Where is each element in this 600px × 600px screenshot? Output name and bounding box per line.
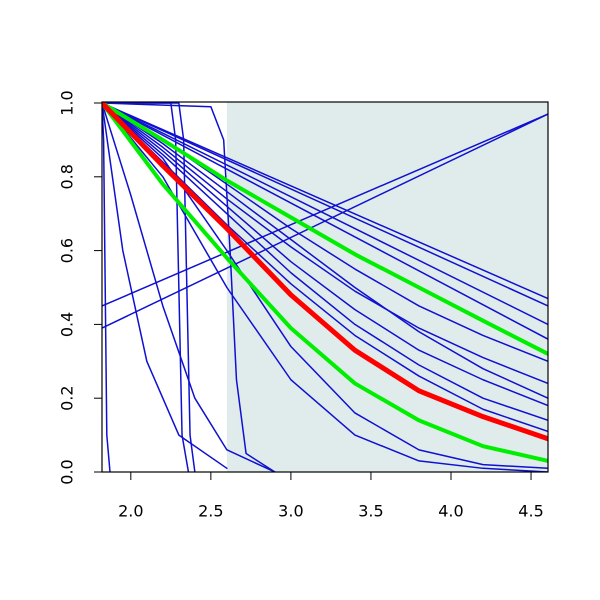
x-tick-label: 2.5 xyxy=(198,502,223,521)
y-tick-label: 1.0 xyxy=(58,90,77,115)
y-tick-label: 0.4 xyxy=(58,312,77,337)
curve xyxy=(102,102,111,472)
x-tick-label: 4.5 xyxy=(518,502,543,521)
plot-frame xyxy=(101,101,549,473)
curve xyxy=(102,102,548,307)
y-tick-label: 0.8 xyxy=(58,164,77,189)
curve xyxy=(102,113,548,307)
x-tick-label: 2.0 xyxy=(118,502,143,521)
y-tick-label: 0.6 xyxy=(58,238,77,263)
curve xyxy=(102,102,548,399)
curve xyxy=(102,102,548,463)
y-tick-label: 0.0 xyxy=(58,459,77,484)
x-tick-label: 3.0 xyxy=(278,502,303,521)
x-tick-label: 4.0 xyxy=(438,502,463,521)
curve xyxy=(102,102,228,470)
plot-area xyxy=(102,102,548,472)
curve xyxy=(102,102,548,442)
curve xyxy=(102,102,276,472)
curve xyxy=(102,113,548,329)
curve xyxy=(102,102,548,422)
curve xyxy=(102,102,196,472)
y-tick-label: 0.2 xyxy=(58,385,77,410)
curve xyxy=(102,102,548,356)
curve xyxy=(102,102,548,300)
x-tick-label: 3.5 xyxy=(358,502,383,521)
curve xyxy=(102,102,548,407)
curve xyxy=(102,102,548,385)
